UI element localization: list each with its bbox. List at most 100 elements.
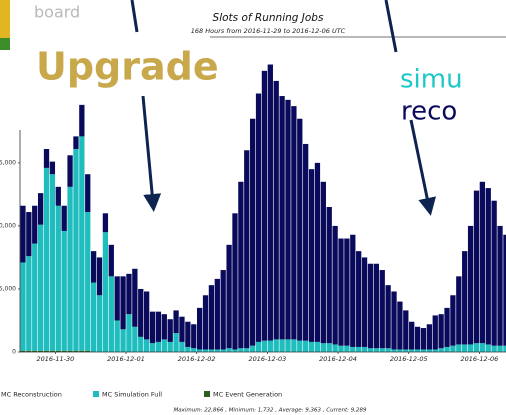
- bar-segment: [55, 350, 61, 352]
- bar-segment: [185, 346, 191, 352]
- bar-segment: [232, 349, 238, 352]
- bar-segment: [379, 270, 385, 349]
- bar-segment: [61, 230, 67, 351]
- x-tick-label: 2016-12-06: [461, 355, 499, 363]
- bar-segment: [473, 343, 480, 352]
- logo: board: [34, 3, 80, 22]
- bar-segment: [85, 350, 91, 352]
- bar-segment: [37, 224, 44, 351]
- bar-segment: [250, 345, 256, 352]
- bar-segment: [73, 136, 79, 149]
- bar-segment: [55, 186, 61, 206]
- bar-segment: [226, 244, 232, 349]
- bar-segment: [126, 314, 132, 352]
- bar-segment: [379, 348, 385, 352]
- bar-segment: [90, 282, 97, 352]
- bar-segment: [332, 344, 338, 352]
- bar-segment: [114, 320, 120, 352]
- bar-segment: [414, 349, 421, 352]
- bar-segment: [403, 349, 409, 352]
- bar-segment: [308, 341, 315, 352]
- bar-segment: [350, 346, 356, 352]
- bar-segment: [149, 311, 156, 344]
- bar-segment: [291, 339, 297, 352]
- x-tick-label: 2016-11-30: [36, 355, 74, 363]
- bar-segment: [409, 321, 415, 350]
- bar-segment: [303, 340, 309, 352]
- bar-segment: [179, 316, 185, 342]
- bar-segment: [173, 310, 179, 334]
- bar-segment: [32, 350, 38, 352]
- bar-segment: [67, 186, 73, 351]
- legend-swatch: [93, 391, 99, 397]
- bar-segment: [202, 349, 209, 352]
- bar-segment: [138, 288, 144, 337]
- bar-segment: [314, 162, 321, 342]
- bar-segment: [149, 343, 156, 352]
- bar-segment: [20, 205, 26, 263]
- bar-segment: [391, 291, 397, 350]
- bar-segment: [403, 310, 409, 350]
- bar-segment: [43, 149, 50, 168]
- bar-segment: [43, 350, 50, 352]
- bar-segment: [473, 190, 480, 344]
- bar-segment: [456, 344, 462, 352]
- bar-segment: [55, 205, 61, 351]
- bar-segment: [244, 348, 250, 352]
- bar-segment: [108, 244, 114, 277]
- bar-segment: [191, 348, 197, 352]
- simu-label: simu: [400, 65, 463, 95]
- bar-segment: [485, 344, 491, 352]
- bar-segment: [167, 319, 173, 342]
- bar-segment: [197, 307, 203, 350]
- arrow: [130, 0, 139, 33]
- bar-segment: [314, 341, 321, 352]
- bar-segment: [285, 339, 291, 352]
- bar-segment: [37, 350, 44, 352]
- bar-segment: [79, 136, 85, 351]
- bar-segment: [297, 340, 303, 352]
- bar-segment: [385, 348, 391, 352]
- bar-segment: [361, 346, 368, 352]
- bar-segment: [303, 143, 309, 341]
- footer-stats: Maximum: 22,866 , Minimum: 1,732 , Avera…: [174, 408, 367, 414]
- bar-segment: [332, 225, 338, 345]
- bar-segment: [462, 251, 468, 345]
- bar-segment: [291, 106, 297, 340]
- bar-segment: [61, 205, 67, 231]
- upgrade-label: Upgrade: [36, 45, 219, 89]
- bar-segment: [90, 251, 97, 283]
- logo-strip: [0, 0, 10, 50]
- bar-segment: [426, 349, 432, 352]
- reco-label: reco: [401, 97, 457, 127]
- y-tick-label: 10,000: [0, 222, 16, 229]
- bar-segment: [179, 341, 185, 352]
- bar-segment: [202, 295, 209, 350]
- bar-segment: [79, 350, 85, 352]
- bar-segment: [491, 200, 497, 346]
- bar-segment: [438, 314, 444, 349]
- legend-swatch: [204, 391, 210, 397]
- bar-segment: [161, 339, 167, 352]
- bar-segment: [26, 350, 32, 352]
- bar-segment: [61, 350, 67, 352]
- arrow: [409, 119, 436, 216]
- bar-segment: [320, 343, 326, 352]
- bar-segment: [132, 326, 138, 352]
- x-tick-label: 2016-12-03: [248, 355, 286, 363]
- bar-segment: [155, 311, 162, 342]
- bar-segment: [467, 344, 474, 352]
- bar-segment: [26, 212, 32, 257]
- bar-segment: [326, 343, 332, 352]
- bar-segment: [185, 321, 191, 347]
- bar-segment: [32, 205, 38, 244]
- bar-segment: [161, 314, 167, 340]
- bar-segment: [444, 307, 450, 347]
- bar-segment: [438, 348, 444, 352]
- bar-segment: [344, 238, 350, 346]
- bar-segment: [503, 345, 506, 352]
- bar-segment: [49, 161, 56, 175]
- bar-segment: [261, 70, 268, 341]
- bar-segment: [102, 213, 109, 233]
